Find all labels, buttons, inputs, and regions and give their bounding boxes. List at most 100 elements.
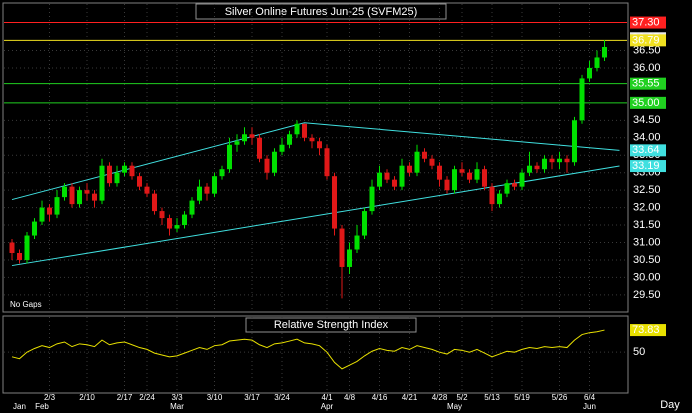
level-label-bg — [630, 16, 666, 29]
candle-body — [197, 186, 202, 201]
candle-body — [407, 165, 412, 173]
candle-body — [414, 151, 420, 173]
candle-body — [474, 169, 480, 180]
candle-body — [429, 158, 435, 166]
candle-body — [579, 78, 585, 121]
title-box — [195, 3, 447, 20]
candle-body — [467, 172, 472, 180]
level-label: 35.55 — [632, 78, 660, 90]
candle-body — [557, 158, 562, 163]
x-tick-label: 3/3 — [171, 393, 183, 402]
indicator-title-box — [245, 317, 417, 333]
candle-body — [287, 134, 292, 145]
trendline — [11, 165, 620, 267]
candle-body — [302, 123, 307, 138]
y-tick-label: 31.50 — [633, 219, 661, 231]
candle-body — [602, 46, 607, 58]
month-label: Feb — [35, 402, 49, 411]
y-tick-label: 29.50 — [633, 289, 661, 301]
month-label: Apr — [321, 402, 334, 411]
candle-body — [392, 179, 397, 187]
candle-body — [182, 214, 187, 226]
month-label: Jun — [583, 402, 596, 411]
candle-body — [332, 176, 337, 229]
candle-body — [294, 123, 300, 135]
trendline-label-bg — [630, 160, 666, 173]
candle-body — [17, 252, 22, 260]
level-label-bg — [630, 77, 666, 90]
candle-body — [32, 221, 37, 236]
note: No Gaps — [10, 300, 42, 309]
rsi-line — [11, 329, 605, 370]
candle-body — [309, 137, 315, 142]
candle-body — [444, 179, 450, 191]
x-tick-label: 3/24 — [274, 393, 290, 402]
candle-body — [219, 169, 225, 177]
y-tick-label: 30.00 — [633, 271, 661, 283]
candle-body — [542, 158, 547, 170]
candle-body — [564, 158, 570, 163]
candle-body — [129, 165, 135, 177]
candle-body — [257, 137, 262, 159]
x-tick-label: 2/3 — [44, 393, 56, 402]
candle-body — [399, 165, 405, 187]
x-tick-label: 2/17 — [117, 393, 133, 402]
x-tick-label: 4/28 — [432, 393, 448, 402]
month-label: May — [447, 402, 462, 411]
x-tick-label: 2/10 — [79, 393, 95, 402]
candle-body — [594, 57, 600, 68]
candle-body — [69, 186, 75, 205]
y-tick-label: 32.50 — [633, 184, 661, 196]
candle-body — [549, 158, 555, 163]
candle-body — [54, 197, 60, 215]
indicator-title: Relative Strength Index — [274, 319, 389, 331]
candle-body — [24, 235, 30, 260]
candle-body — [152, 193, 157, 212]
x-tick-label: 2/24 — [139, 393, 155, 402]
trendline-label-bg — [630, 144, 666, 157]
y-tick-label: 36.00 — [633, 62, 661, 74]
candle-body — [519, 172, 525, 187]
rsi-last-label: 73.83 — [632, 324, 660, 336]
candle-body — [377, 172, 382, 187]
candle-body — [459, 169, 465, 173]
candle-body — [174, 225, 180, 229]
candle-body — [317, 141, 322, 149]
candle-body — [324, 148, 330, 177]
level-label: 35.00 — [632, 97, 660, 109]
period: Day — [660, 399, 680, 411]
candle-body — [122, 165, 127, 173]
rsi-label-bg — [630, 324, 666, 337]
level-label: 37.30 — [632, 16, 660, 28]
x-tick-label: 4/8 — [344, 393, 356, 402]
candle-body — [114, 172, 120, 184]
x-tick-label: 4/1 — [321, 393, 333, 402]
candle-body — [189, 200, 195, 215]
candle-body — [167, 218, 172, 229]
candle-body — [99, 165, 105, 201]
candle-body — [527, 165, 532, 173]
level-label: 36.79 — [632, 34, 660, 46]
x-tick-label: 5/2 — [456, 393, 468, 402]
chart-title: Silver Online Futures Jun-25 (SVFM25) — [225, 6, 418, 18]
candle-body — [227, 144, 232, 170]
candle-body — [9, 242, 15, 253]
y-tick-label: 31.00 — [633, 236, 661, 248]
candle-body — [452, 169, 457, 191]
candle-body — [77, 190, 82, 205]
price-panel — [2, 2, 629, 313]
candle-body — [354, 235, 360, 250]
rsi-tick-label: 50 — [633, 346, 645, 358]
rsi-panel — [2, 315, 629, 394]
y-tick-label: 30.50 — [633, 254, 661, 266]
candle-body — [587, 67, 592, 79]
candle-body — [264, 158, 270, 173]
candle-body — [534, 165, 540, 170]
candle-body — [242, 134, 247, 142]
x-tick-label: 5/26 — [552, 393, 568, 402]
x-tick-label: 4/21 — [402, 393, 418, 402]
candle-body — [249, 134, 255, 138]
y-tick-label: 34.50 — [633, 114, 661, 126]
candle-body — [339, 228, 345, 267]
